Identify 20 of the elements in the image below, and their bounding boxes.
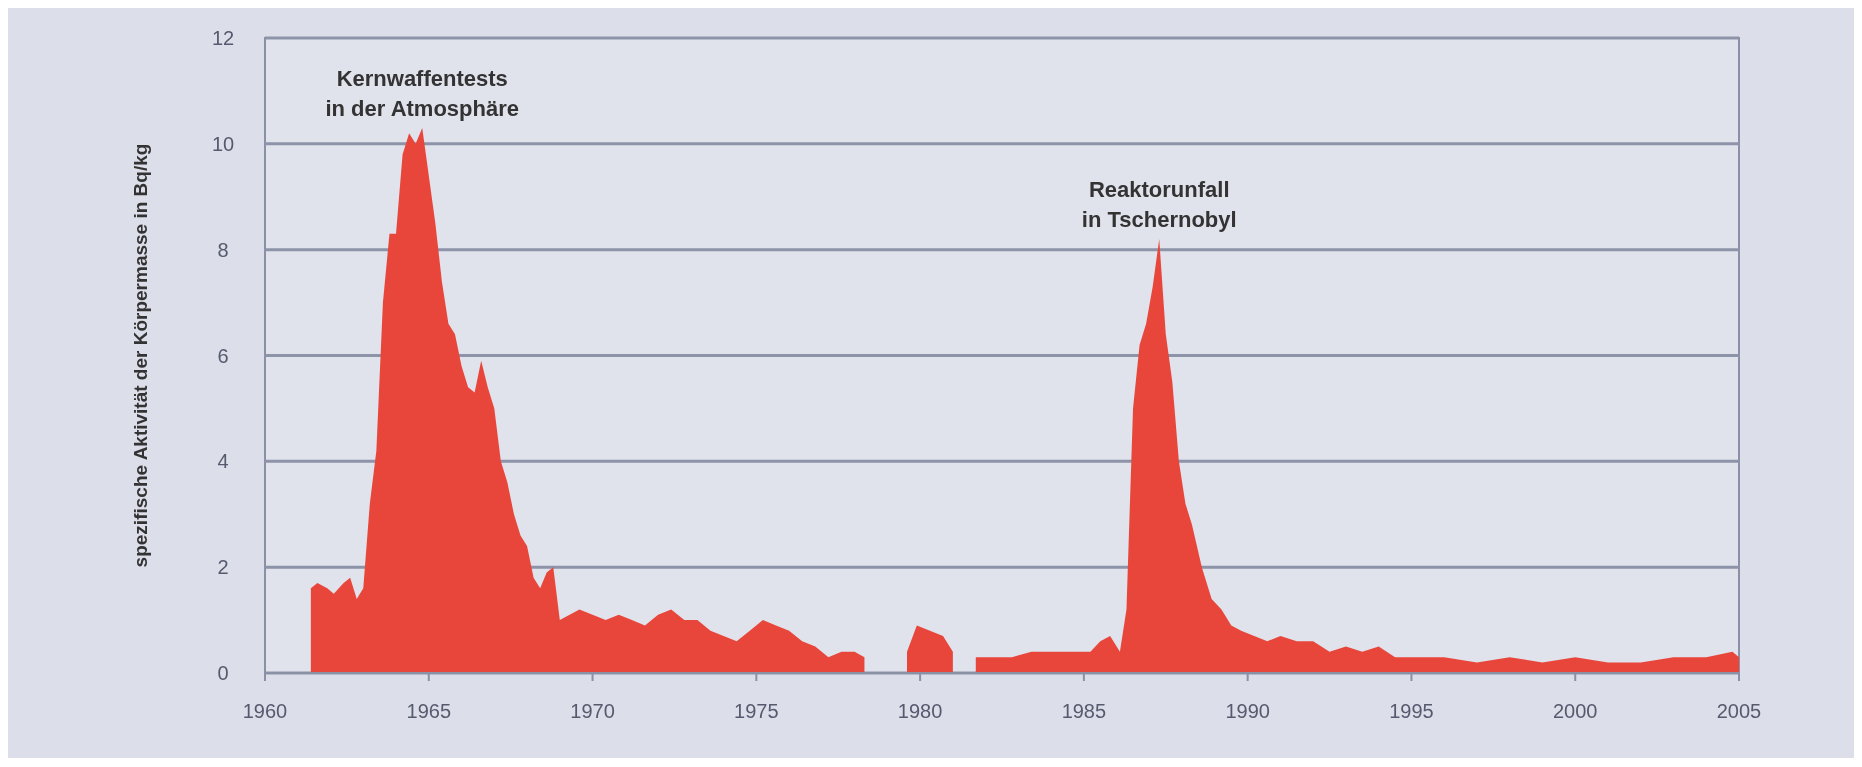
x-tick-label: 1985: [1061, 700, 1107, 722]
y-axis-title: spezifische Aktivität der Körpermasse in Bq/kg: [130, 143, 151, 568]
y-tick-label: 0: [217, 662, 229, 684]
x-tick-label: 1960: [242, 700, 288, 722]
y-tick-label: 2: [217, 556, 229, 579]
y-tick-label: 6: [217, 344, 229, 367]
x-tick-label: 1975: [734, 700, 779, 722]
y-tick-label: 8: [217, 238, 229, 261]
x-tick-label: 1965: [406, 700, 452, 722]
x-tick-label: 1970: [570, 700, 615, 722]
x-tick-label: 1980: [897, 700, 943, 722]
x-tick-label: 1990: [1225, 700, 1270, 722]
annotation: Reaktorunfall in Tschernobyl: [1081, 177, 1237, 233]
x-tick-label: 1995: [1389, 700, 1434, 722]
y-tick-label: 10: [211, 132, 235, 155]
x-tick-label: 2000: [1552, 700, 1598, 722]
y-tick-label: 4: [217, 450, 229, 473]
annotation: Kernwaffentests in der Atmosphäre: [325, 65, 520, 121]
y-tick-label: 12: [211, 27, 235, 49]
x-tick-label: 2005: [1716, 700, 1762, 722]
